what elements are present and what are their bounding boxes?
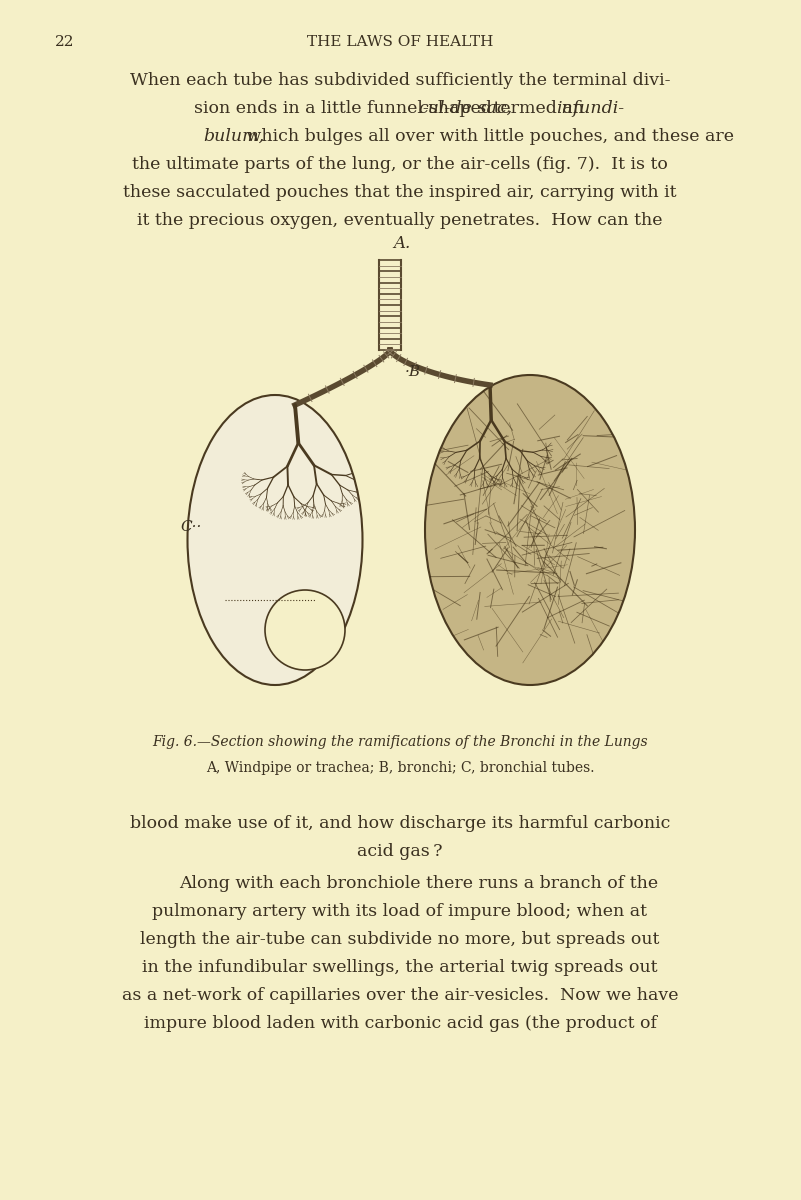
Text: bulum,: bulum,: [203, 128, 264, 145]
Text: these sacculated pouches that the inspired air, carrying with it: these sacculated pouches that the inspir…: [123, 184, 677, 200]
Text: ·B: ·B: [405, 365, 421, 379]
Ellipse shape: [265, 590, 345, 670]
Text: in the infundibular swellings, the arterial twig spreads out: in the infundibular swellings, the arter…: [143, 959, 658, 976]
Text: 22: 22: [55, 35, 74, 49]
Text: impure blood laden with carbonic acid gas (the product of: impure blood laden with carbonic acid ga…: [143, 1015, 657, 1032]
Text: which bulges all over with little pouches, and these are: which bulges all over with little pouche…: [240, 128, 734, 145]
Text: acid gas ?: acid gas ?: [357, 842, 443, 860]
Text: it the precious oxygen, eventually penetrates.  How can the: it the precious oxygen, eventually penet…: [137, 212, 662, 229]
Text: A, Windpipe or trachea; B, bronchi; C, bronchial tubes.: A, Windpipe or trachea; B, bronchi; C, b…: [206, 761, 595, 775]
Text: infundi-: infundi-: [556, 100, 624, 116]
Ellipse shape: [187, 395, 363, 685]
Text: THE LAWS OF HEALTH: THE LAWS OF HEALTH: [308, 35, 493, 49]
Text: pulmonary artery with its load of impure blood; when at: pulmonary artery with its load of impure…: [152, 902, 647, 920]
Text: Fig. 6.—Section showing the ramifications of the Bronchi in the Lungs: Fig. 6.—Section showing the ramification…: [153, 734, 648, 749]
Text: C··: C··: [180, 520, 201, 534]
Text: as a net-work of capillaries over the air-vesicles.  Now we have: as a net-work of capillaries over the ai…: [122, 986, 678, 1004]
Text: cul-de-sac,: cul-de-sac,: [419, 100, 513, 116]
Text: the ultimate parts of the lung, or the air-cells (fig. 7).  It is to: the ultimate parts of the lung, or the a…: [132, 156, 668, 173]
Text: A.: A.: [393, 235, 410, 252]
Text: When each tube has subdivided sufficiently the terminal divi-: When each tube has subdivided sufficient…: [130, 72, 670, 89]
Ellipse shape: [425, 374, 635, 685]
Text: blood make use of it, and how discharge its harmful carbonic: blood make use of it, and how discharge …: [130, 815, 670, 832]
Text: length the air-tube can subdivide no more, but spreads out: length the air-tube can subdivide no mor…: [140, 931, 660, 948]
Text: termed an: termed an: [488, 100, 589, 116]
Text: sion ends in a little funnel-shaped: sion ends in a little funnel-shaped: [194, 100, 497, 116]
Text: Along with each bronchiole there runs a branch of the: Along with each bronchiole there runs a …: [179, 875, 658, 892]
